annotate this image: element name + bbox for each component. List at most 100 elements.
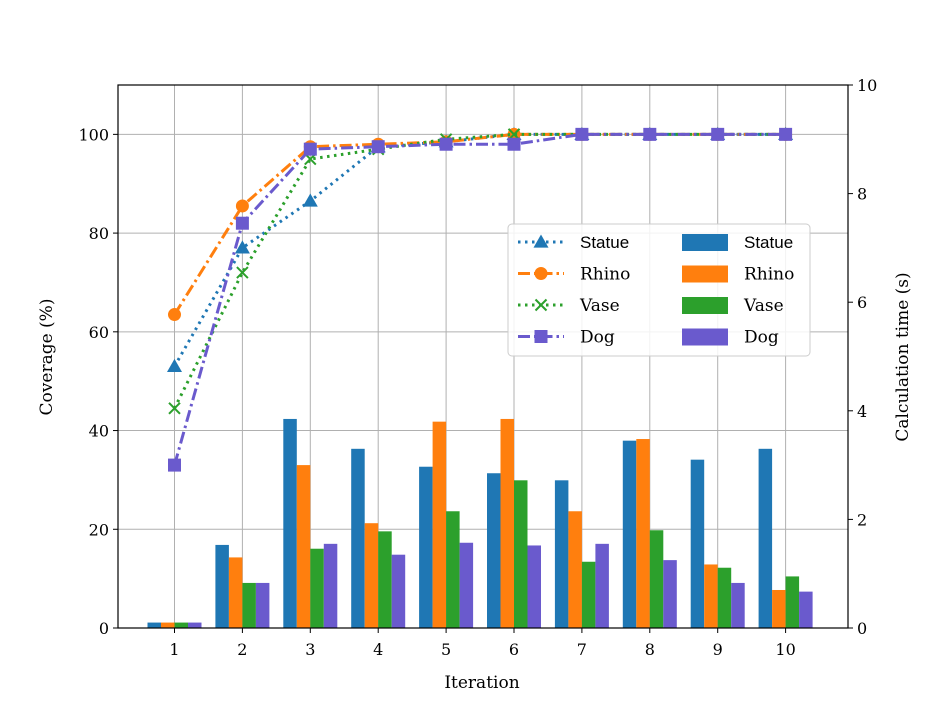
bar-vase-3 xyxy=(310,548,324,628)
bar-dog-7 xyxy=(595,543,609,628)
x-tick-label: 7 xyxy=(577,640,587,659)
bar-vase-9 xyxy=(717,567,732,628)
point-dog-7 xyxy=(575,127,589,141)
x-tick-label: 8 xyxy=(645,640,655,659)
bar-vase-2 xyxy=(242,582,256,628)
point-vase-1 xyxy=(168,402,181,415)
right-tick-label: 4 xyxy=(857,402,867,421)
point-dog-6 xyxy=(507,137,521,151)
point-dog-3 xyxy=(303,142,317,156)
right-tick-label: 0 xyxy=(857,619,867,638)
left-tick-label: 20 xyxy=(89,520,109,539)
right-tick-label: 10 xyxy=(857,76,877,95)
x-tick-label: 3 xyxy=(305,640,315,659)
point-dog-2 xyxy=(235,216,249,230)
legend-label-bar-dog: Dog xyxy=(744,328,779,348)
left-axis-title: Coverage (%) xyxy=(37,299,57,416)
legend-marker-statue xyxy=(533,234,549,248)
bar-vase-10 xyxy=(785,576,800,628)
x-tick-label: 10 xyxy=(775,640,795,659)
right-axis-title: Calculation time (s) xyxy=(893,272,913,441)
legend-patch-dog xyxy=(682,328,728,346)
right-tick-label: 8 xyxy=(857,185,867,204)
bar-statue-7 xyxy=(554,480,569,628)
x-tick-label: 6 xyxy=(509,640,519,659)
bar-rhino-10 xyxy=(772,589,786,628)
legend-label-bar-statue: Statue xyxy=(744,233,793,252)
bar-vase-8 xyxy=(649,530,664,628)
bar-dog-5 xyxy=(459,542,474,628)
legend-marker-vase xyxy=(534,298,548,312)
x-tick-label: 1 xyxy=(169,640,179,659)
point-statue-2 xyxy=(234,240,250,254)
bar-rhino-2 xyxy=(228,557,243,628)
x-tick-label: 5 xyxy=(441,640,451,659)
bar-rhino-4 xyxy=(364,523,379,628)
bar-statue-6 xyxy=(487,473,501,628)
point-statue-3 xyxy=(302,193,318,207)
line-layer xyxy=(167,126,794,472)
bar-rhino-5 xyxy=(432,421,447,628)
bar-layer xyxy=(147,418,813,628)
legend-marker-rhino xyxy=(534,267,548,280)
point-statue-1 xyxy=(167,358,182,372)
bar-vase-5 xyxy=(446,511,460,628)
point-vase-2 xyxy=(236,266,249,279)
legend-marker-vase-stroke xyxy=(534,298,548,312)
legend-patch-rhino xyxy=(682,265,728,283)
point-rhino-2 xyxy=(235,199,249,213)
right-axis: 0 2 4 6 8 10 xyxy=(848,76,877,638)
bar-dog-10 xyxy=(799,591,813,628)
bar-rhino-1 xyxy=(161,622,175,628)
x-axis: 1 2 3 4 5 6 7 8 9 10 xyxy=(169,628,796,659)
point-dog-4 xyxy=(371,140,385,154)
x-tick-label: 9 xyxy=(713,640,723,659)
bar-dog-1 xyxy=(188,622,202,628)
point-dog-10 xyxy=(779,127,793,141)
bar-statue-8 xyxy=(622,440,637,628)
point-vase-2-stroke xyxy=(236,266,249,279)
bar-statue-1 xyxy=(147,622,161,628)
legend: Statue Rhino Vase Dog Statue Rhino Vase Dog xyxy=(507,223,811,357)
bar-vase-6 xyxy=(514,480,528,628)
point-dog-8 xyxy=(643,127,657,141)
legend-box xyxy=(507,223,811,357)
legend-label-bar-rhino: Rhino xyxy=(744,265,794,285)
bar-statue-9 xyxy=(690,459,705,628)
bar-rhino-7 xyxy=(568,511,582,628)
x-tick-label: 2 xyxy=(237,640,247,659)
left-tick-label: 100 xyxy=(78,125,109,144)
left-tick-label: 80 xyxy=(89,224,109,243)
left-axis: 0 20 40 60 80 100 xyxy=(78,125,118,638)
bar-dog-9 xyxy=(731,582,745,628)
point-dog-9 xyxy=(711,127,725,141)
bar-statue-10 xyxy=(758,448,773,628)
right-tick-label: 6 xyxy=(857,293,867,312)
legend-label-line-vase: Vase xyxy=(579,296,620,316)
x-tick-label: 4 xyxy=(373,640,383,659)
legend-marker-dog xyxy=(534,330,548,343)
line-dog xyxy=(173,132,786,466)
bar-dog-6 xyxy=(527,545,541,628)
legend-patch-statue xyxy=(682,234,728,251)
legend-label-line-rhino: Rhino xyxy=(580,265,630,285)
plot-frame xyxy=(117,84,849,629)
bar-rhino-3 xyxy=(296,465,311,628)
legend-label-line-statue: Statue xyxy=(580,233,629,252)
bar-statue-5 xyxy=(419,466,433,628)
bar-vase-4 xyxy=(378,531,392,628)
bar-rhino-9 xyxy=(704,564,718,628)
bar-dog-4 xyxy=(391,554,406,628)
bar-dog-8 xyxy=(663,560,677,628)
bar-statue-4 xyxy=(351,448,365,628)
bar-statue-3 xyxy=(283,418,297,628)
bar-dog-3 xyxy=(323,543,338,628)
left-tick-label: 40 xyxy=(89,422,109,441)
left-tick-label: 60 xyxy=(89,323,109,342)
bar-vase-7 xyxy=(581,561,596,628)
point-rhino-1 xyxy=(168,308,181,322)
legend-label-line-dog: Dog xyxy=(580,328,615,348)
point-dog-5 xyxy=(439,137,453,151)
point-vase-1-stroke xyxy=(168,402,181,415)
